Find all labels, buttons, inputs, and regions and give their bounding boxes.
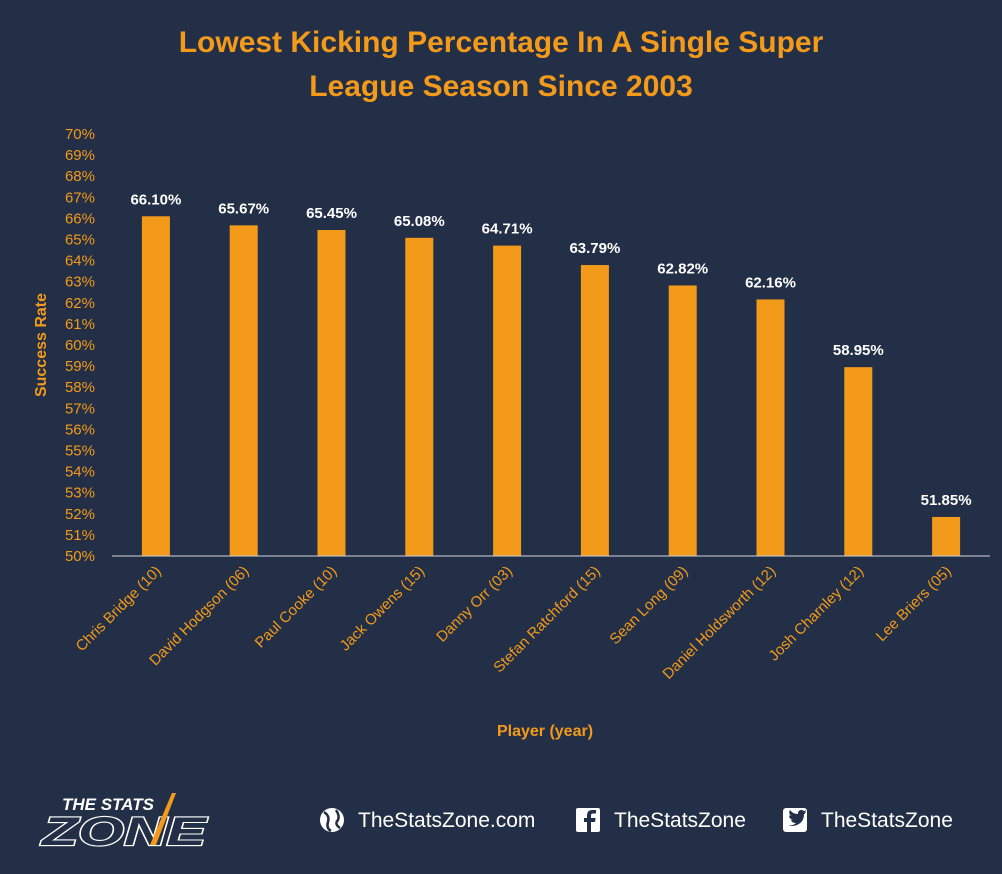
twitter-icon <box>783 808 807 832</box>
data-label: 65.67% <box>218 200 269 217</box>
y-tick-label: 62% <box>65 295 95 312</box>
y-tick-label: 54% <box>65 464 95 481</box>
data-label: 62.82% <box>657 260 708 277</box>
logo-top-text: THE STATS <box>62 795 155 814</box>
y-tick-label: 57% <box>65 400 95 417</box>
data-label: 66.10% <box>130 191 181 208</box>
chart-title-line1: Lowest Kicking Percentage In A Single Su… <box>179 26 824 59</box>
x-category-label: Paul Cooke (10) <box>252 563 341 652</box>
stats-zone-logo: THE STATS ZONE <box>39 793 209 855</box>
website-text: TheStatsZone.com <box>358 809 535 832</box>
data-label: 65.08% <box>394 213 445 230</box>
y-tick-label: 63% <box>65 274 95 291</box>
y-tick-label: 56% <box>65 421 95 438</box>
y-tick-label: 64% <box>65 253 95 270</box>
data-label: 62.16% <box>745 274 796 291</box>
x-category-label: David Hodgson (06) <box>146 563 252 669</box>
y-tick-label: 52% <box>65 506 95 523</box>
x-category-label: Danny Orr (03) <box>433 563 516 646</box>
x-category-label: Josh Charnley (12) <box>765 563 867 665</box>
y-tick-label: 65% <box>65 232 95 249</box>
y-tick-label: 68% <box>65 168 95 185</box>
x-category-label: Chris Bridge (10) <box>73 563 165 655</box>
y-tick-label: 51% <box>65 527 95 544</box>
y-tick-label: 69% <box>65 147 95 164</box>
bar <box>580 265 609 556</box>
y-axis-title: Success Rate <box>33 293 50 397</box>
data-label: 58.95% <box>833 342 884 359</box>
y-tick-label: 50% <box>65 548 95 565</box>
data-labels: 66.10% 65.67% 65.45% 65.08% 64.71% 63.79% 62.8… <box>130 191 971 509</box>
bar-series <box>141 216 961 557</box>
y-tick-label: 67% <box>65 189 95 206</box>
x-category-label: Jack Owens (15) <box>337 563 429 655</box>
data-label: 51.85% <box>921 492 972 509</box>
chart-title-line2: League Season Since 2003 <box>309 70 693 103</box>
x-axis-title: Player (year) <box>497 723 593 740</box>
bar <box>668 285 697 556</box>
globe-icon <box>320 808 344 833</box>
bar <box>141 216 170 557</box>
bar <box>844 367 873 556</box>
twitter-text: TheStatsZone <box>821 809 953 832</box>
y-tick-label: 61% <box>65 316 95 333</box>
y-tick-label: 70% <box>65 126 95 143</box>
bar <box>756 299 785 556</box>
y-tick-label: 58% <box>65 379 95 396</box>
data-label: 65.45% <box>306 205 357 222</box>
facebook-text: TheStatsZone <box>614 809 746 832</box>
x-category-label: Lee Briers (05) <box>873 563 955 645</box>
y-tick-label: 55% <box>65 443 95 460</box>
y-tick-label: 60% <box>65 337 95 354</box>
y-axis-ticks: 50% 51% 52% 53% 54% 55% 56% 57% 58% 59% 60% 61% 62% 6… <box>65 126 95 565</box>
logo-swoosh-icon <box>150 793 176 845</box>
bar <box>405 237 434 556</box>
data-label: 64.71% <box>482 221 533 238</box>
bar <box>317 230 346 556</box>
bar <box>932 516 961 556</box>
data-label: 63.79% <box>569 240 620 257</box>
bar <box>229 225 258 556</box>
x-axis-categories: Chris Bridge (10)David Hodgson (06) Paul … <box>73 563 955 683</box>
bar <box>493 245 522 556</box>
x-category-label: Sean Long (09) <box>606 563 691 648</box>
y-tick-label: 53% <box>65 485 95 502</box>
facebook-icon <box>576 808 600 832</box>
y-tick-label: 59% <box>65 358 95 375</box>
y-tick-label: 66% <box>65 210 95 227</box>
logo-bottom-text: ZONE <box>41 810 208 854</box>
